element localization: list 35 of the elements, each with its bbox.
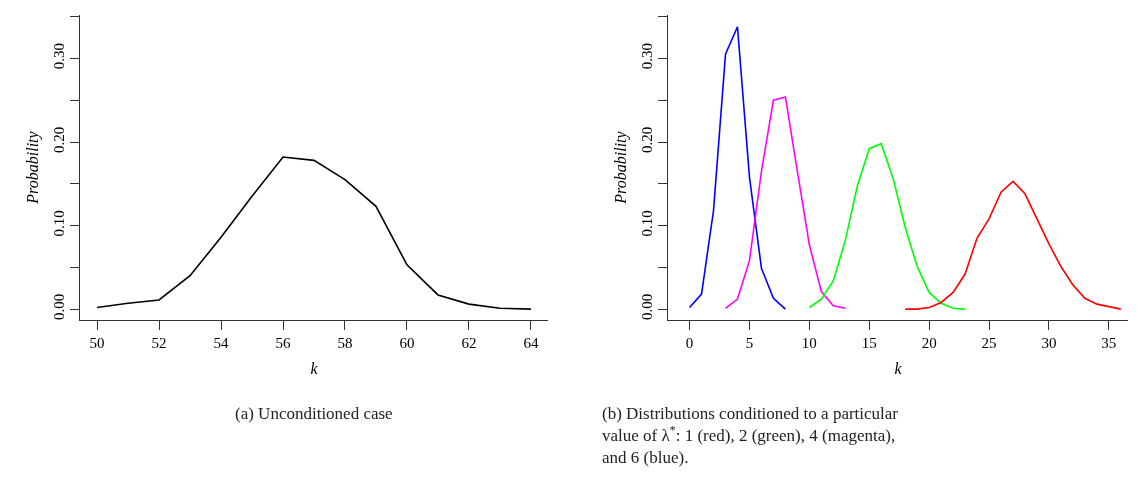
y-tick-label: 0.30 (639, 43, 655, 70)
x-tick-label: 15 (861, 335, 877, 351)
x-tick-label: 10 (801, 335, 817, 351)
x-tick-label: 64 (523, 335, 539, 351)
x-tick-label: 0 (685, 335, 694, 351)
y-tick-label: 0.10 (51, 210, 67, 237)
x-tick-label: 30 (1041, 335, 1057, 351)
x-tick-label: 20 (921, 335, 937, 351)
line-series (96, 156, 532, 310)
x-tick-label: 50 (89, 335, 105, 351)
line-series (904, 180, 1122, 310)
x-tick-label: 5 (745, 335, 754, 351)
x-tick-label: 56 (275, 335, 292, 351)
text: (b) Distributions conditioned to a particular value of λ$^{*}$: 1 (red), 2 (green), 4 (magenta), and 6 (blue). (602, 404, 899, 468)
x-tick-label: 58 (337, 335, 353, 351)
x-tick-label: 25 (981, 335, 997, 351)
line-series (688, 25, 787, 310)
x-axis-title: k (894, 359, 903, 377)
y-tick-label: 0.10 (639, 210, 655, 237)
y-axis-title: Probability (611, 130, 630, 205)
x-tick-label: 60 (399, 335, 415, 351)
line-series (724, 96, 847, 310)
x-tick-label: 52 (151, 335, 167, 351)
x-axis-title: k (310, 359, 319, 377)
y-axis-title: Probability (23, 130, 42, 205)
y-tick-label: 0.30 (51, 43, 67, 70)
x-tick-label: 35 (1101, 335, 1117, 351)
y-tick-label: 0.20 (639, 126, 655, 153)
y-tick-label: 0.20 (51, 126, 67, 153)
text: (a) Unconditioned case (235, 404, 393, 423)
x-tick-label: 54 (213, 335, 230, 351)
line-series (808, 142, 966, 310)
x-tick-label: 62 (461, 335, 477, 351)
y-tick-label: 0.00 (639, 293, 655, 321)
y-tick-label: 0.00 (51, 293, 67, 321)
